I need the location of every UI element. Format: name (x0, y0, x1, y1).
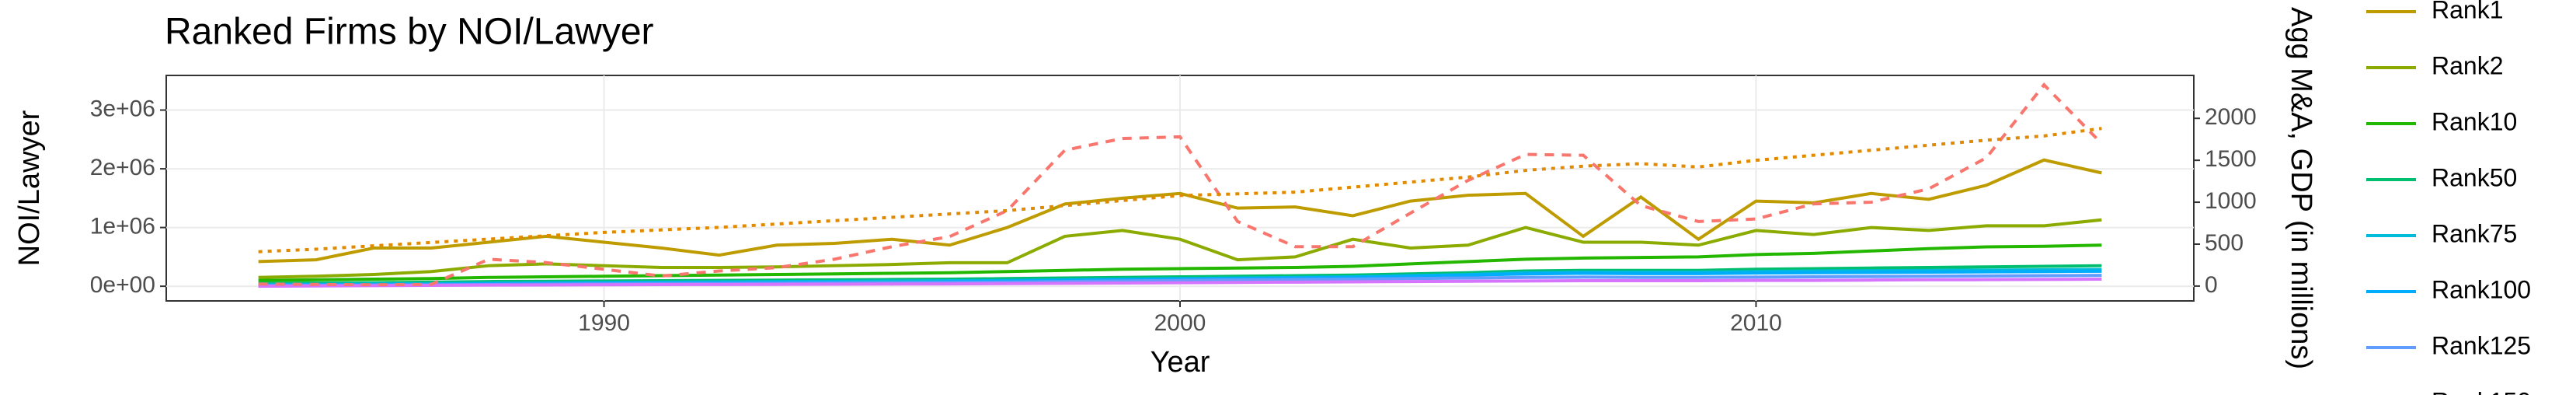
legend-label: Rank100 (2432, 275, 2531, 303)
legend-label: Rank1 (2432, 0, 2504, 23)
y-tick-label: 3e+06 (90, 96, 155, 121)
legend-label: Rank50 (2432, 163, 2517, 191)
series-line (258, 278, 2102, 288)
series-line (258, 243, 2102, 282)
y2-tick-label: 0 (2205, 272, 2218, 298)
chart-title: Ranked Firms by NOI/Lawyer (165, 12, 654, 53)
y2-axis-label: Agg M&A, GDP (in millions) (2285, 7, 2317, 369)
y2-tick-label: 2000 (2205, 104, 2257, 130)
legend-label: Rank75 (2432, 219, 2517, 247)
y-axis-label: NOI/Lawyer (13, 110, 46, 266)
x-axis-label: Year (1150, 346, 1210, 379)
y-tick-label: 2e+06 (90, 155, 155, 180)
series-line (258, 127, 2102, 253)
series-line (258, 82, 2103, 287)
legend-label: Rank150 (2432, 387, 2531, 395)
series-line (258, 158, 2102, 264)
legend-label: Rank125 (2432, 331, 2531, 359)
x-tick-label: 2000 (1154, 310, 1206, 336)
legend-label: Rank2 (2432, 51, 2504, 79)
y2-tick-label: 1500 (2205, 146, 2257, 172)
y2-tick-label: 1000 (2205, 188, 2257, 214)
y-tick-label: 1e+06 (90, 214, 155, 239)
y-tick-label: 0e+00 (90, 272, 155, 298)
x-tick-label: 1990 (578, 310, 630, 336)
legend-label: Rank10 (2432, 107, 2517, 135)
x-tick-label: 2010 (1730, 310, 1782, 336)
y2-tick-label: 500 (2205, 230, 2244, 256)
grid (166, 75, 2194, 301)
